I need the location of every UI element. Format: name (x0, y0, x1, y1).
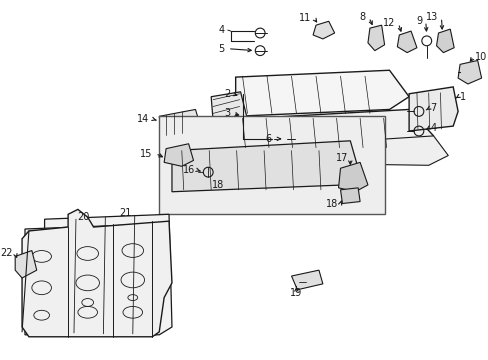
Text: 1: 1 (459, 92, 465, 102)
Polygon shape (22, 210, 172, 337)
Text: 18: 18 (325, 198, 338, 208)
Text: 19: 19 (290, 288, 302, 298)
Polygon shape (291, 270, 322, 290)
Text: 15: 15 (140, 149, 152, 158)
Text: 3: 3 (224, 108, 230, 118)
Text: 9: 9 (416, 16, 422, 26)
Polygon shape (235, 70, 408, 116)
Text: 10: 10 (474, 51, 486, 62)
Polygon shape (367, 25, 384, 51)
Text: 16: 16 (183, 165, 195, 175)
Text: 5: 5 (218, 44, 224, 54)
Text: 18: 18 (211, 180, 224, 190)
Polygon shape (159, 109, 201, 139)
Polygon shape (44, 214, 172, 335)
Text: 7: 7 (430, 103, 436, 113)
Polygon shape (312, 21, 334, 39)
Polygon shape (235, 109, 433, 149)
Polygon shape (172, 141, 359, 192)
Text: 14: 14 (137, 114, 149, 124)
Text: 13: 13 (426, 12, 438, 22)
Text: 20: 20 (78, 212, 90, 222)
Text: 2: 2 (224, 89, 230, 99)
Polygon shape (408, 87, 457, 131)
Text: 22: 22 (0, 248, 13, 258)
Text: 12: 12 (382, 18, 395, 28)
Text: 8: 8 (359, 12, 365, 22)
Polygon shape (15, 251, 37, 278)
Polygon shape (338, 162, 367, 192)
Polygon shape (340, 188, 359, 203)
Polygon shape (25, 224, 156, 335)
Bar (159, 116, 384, 214)
Polygon shape (436, 29, 453, 53)
Text: 4: 4 (430, 123, 436, 133)
Text: 17: 17 (335, 153, 347, 163)
Polygon shape (397, 31, 416, 53)
Text: 6: 6 (265, 134, 271, 144)
Polygon shape (232, 136, 447, 165)
Text: 4: 4 (218, 25, 224, 35)
Text: 21: 21 (119, 208, 131, 218)
Text: 11: 11 (298, 13, 310, 23)
Polygon shape (457, 60, 481, 84)
Polygon shape (164, 144, 193, 166)
Polygon shape (211, 92, 247, 126)
